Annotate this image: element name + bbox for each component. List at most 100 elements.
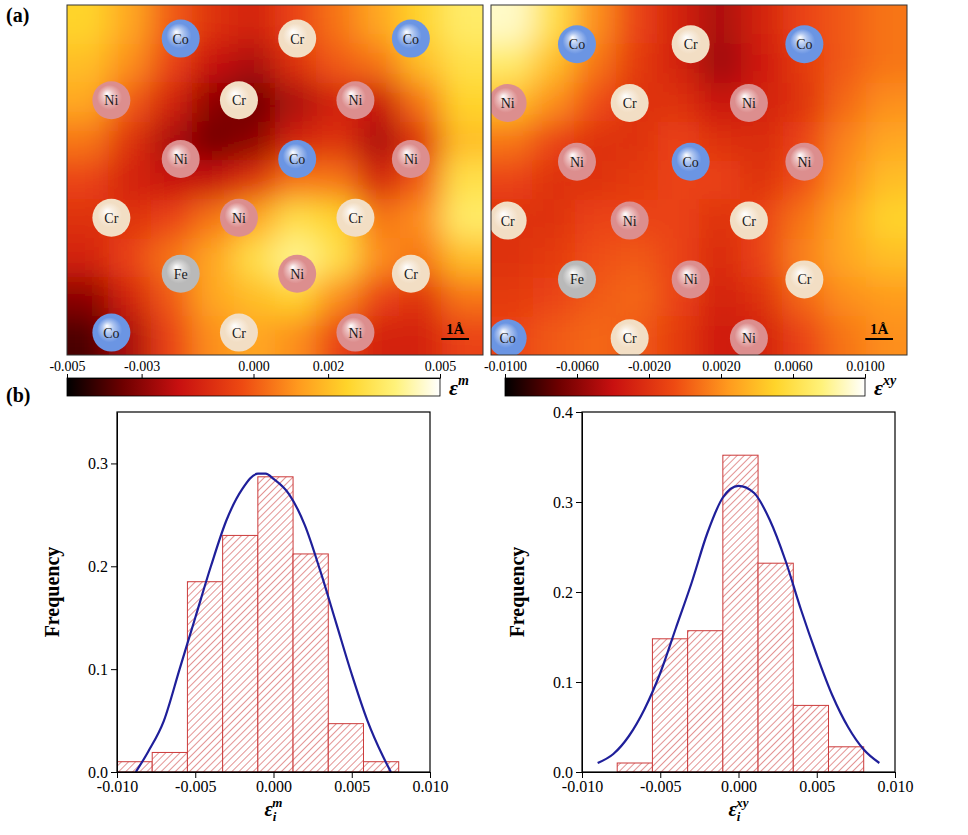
heat-cell <box>574 83 616 122</box>
x-axis-tick: 0.010 <box>413 772 449 795</box>
atom-label: Co <box>173 32 189 47</box>
x-axis-tick-label: 0.010 <box>878 778 914 795</box>
y-axis-tick: 0.3 <box>88 455 117 472</box>
y-axis-tick-label: 0.1 <box>553 674 573 691</box>
heat-cell <box>233 44 275 83</box>
plot-frame <box>117 412 430 772</box>
colorbar-axis-tick-mark <box>67 374 68 378</box>
atom <box>491 202 527 240</box>
histogram-bar <box>363 762 398 772</box>
heat-cell <box>67 5 109 44</box>
heat-cell <box>824 161 866 200</box>
atom-label: Ni <box>348 93 362 108</box>
heat-cell <box>616 161 658 200</box>
heat-cell <box>824 44 866 83</box>
heat-cell <box>109 161 151 200</box>
heat-cell <box>441 83 483 122</box>
histogram-bar <box>758 563 793 772</box>
atom <box>220 314 258 352</box>
heat-cell <box>741 44 783 83</box>
y-axis-tick-label: 0.3 <box>553 494 573 511</box>
y-axis-line <box>582 413 583 773</box>
atom-label: Ni <box>684 272 698 287</box>
x-axis-title-sup: xy <box>735 795 749 810</box>
heat-cell <box>441 199 483 238</box>
x-axis: -0.010-0.0050.0000.0050.010 <box>562 772 914 795</box>
heat-cell <box>491 122 533 161</box>
y-axis-tick-mark <box>576 592 582 593</box>
colorbar-axis-tick-label: 0.0100 <box>846 359 885 374</box>
histogram-panel: -0.010-0.0050.0000.0050.0100.00.10.20.30… <box>506 404 914 824</box>
heat-cell <box>441 316 483 355</box>
heat-cell <box>824 277 866 316</box>
colorbar-axis-tick-mark <box>254 374 255 378</box>
atom-label: Cr <box>684 37 698 52</box>
heat-cell <box>491 199 533 238</box>
x-axis-tick-mark <box>660 772 661 778</box>
atom <box>220 199 258 237</box>
colorbar-axis-tick: -0.0020 <box>628 359 671 378</box>
atom <box>278 255 316 293</box>
heat-cell <box>441 161 483 200</box>
heat-cell <box>824 122 866 161</box>
atom <box>220 81 258 119</box>
heat-cell <box>657 83 699 122</box>
heat-cell <box>109 238 151 277</box>
y-axis-tick-label: 0.2 <box>88 558 108 575</box>
atom <box>558 25 596 63</box>
heat-cell <box>150 199 192 238</box>
x-axis-tick-label: 0.010 <box>413 778 449 795</box>
heat-cell <box>109 44 151 83</box>
x-axis-tick: 0.000 <box>721 772 757 795</box>
atom-label: Cr <box>232 93 246 108</box>
histogram-bar <box>117 762 152 772</box>
heat-cell <box>824 83 866 122</box>
y-axis-tick-label: 0.0 <box>553 764 573 781</box>
colorbar-axis-tick-label: 0.0020 <box>702 359 741 374</box>
heat-cell <box>616 44 658 83</box>
heat-cell <box>865 122 907 161</box>
atom-label: Ni <box>404 152 418 167</box>
heat-cell <box>865 83 907 122</box>
colorbar <box>505 378 865 396</box>
heat-cell <box>358 44 400 83</box>
heat-cell <box>192 44 234 83</box>
heat-cell <box>67 238 109 277</box>
heat-cell <box>574 199 616 238</box>
colorbar-axis-tick: 0.0020 <box>702 359 741 378</box>
atom-label: Cr <box>797 272 811 287</box>
colorbar-axis-tick-label: -0.003 <box>124 359 160 374</box>
atom <box>278 20 316 58</box>
y-axis-title: Frequency <box>41 547 64 638</box>
atom <box>92 81 130 119</box>
atom <box>611 202 649 240</box>
atom <box>336 314 374 352</box>
heat-cell <box>491 161 533 200</box>
panel-label: (a) <box>6 4 29 27</box>
y-axis-tick-mark <box>111 566 117 567</box>
heat-cell <box>865 161 907 200</box>
y-axis-tick: 0.0 <box>553 764 582 781</box>
heat-cell <box>824 316 866 355</box>
y-axis-tick-label: 0.3 <box>88 455 108 472</box>
atom-labels: CoCrCoNiCrNiNiCoNiCrNiCrFeNiCrCoCrNi <box>103 32 419 341</box>
plot-area <box>598 455 880 772</box>
colorbar-axis-tick: 0.000 <box>238 359 270 378</box>
figure: CoCrCoNiCrNiNiCoNiCrNiCrFeNiCrCoCrNi1Å-0… <box>0 0 968 835</box>
y-axis-tick: 0.1 <box>553 674 582 691</box>
heat-cell <box>865 277 907 316</box>
atom-label: Co <box>569 37 585 52</box>
heat-cell <box>109 122 151 161</box>
y-axis-line <box>117 413 118 773</box>
atom-labels: CoCrCoNiCrNiNiCoNiCrNiCrFeNiCrCoCrNi <box>499 37 812 346</box>
x-axis-tick-label: 0.005 <box>799 778 835 795</box>
heat-cell <box>491 316 533 355</box>
heat-cell <box>317 44 359 83</box>
x-axis-title-sub: i <box>273 809 277 824</box>
y-axis-tick-mark <box>111 463 117 464</box>
y-axis-tick: 0.2 <box>88 558 117 575</box>
heat-cell <box>400 83 442 122</box>
heat-cell <box>275 199 317 238</box>
colorbar-title-base: ε <box>874 375 883 400</box>
x-axis-tick: -0.005 <box>640 772 681 795</box>
